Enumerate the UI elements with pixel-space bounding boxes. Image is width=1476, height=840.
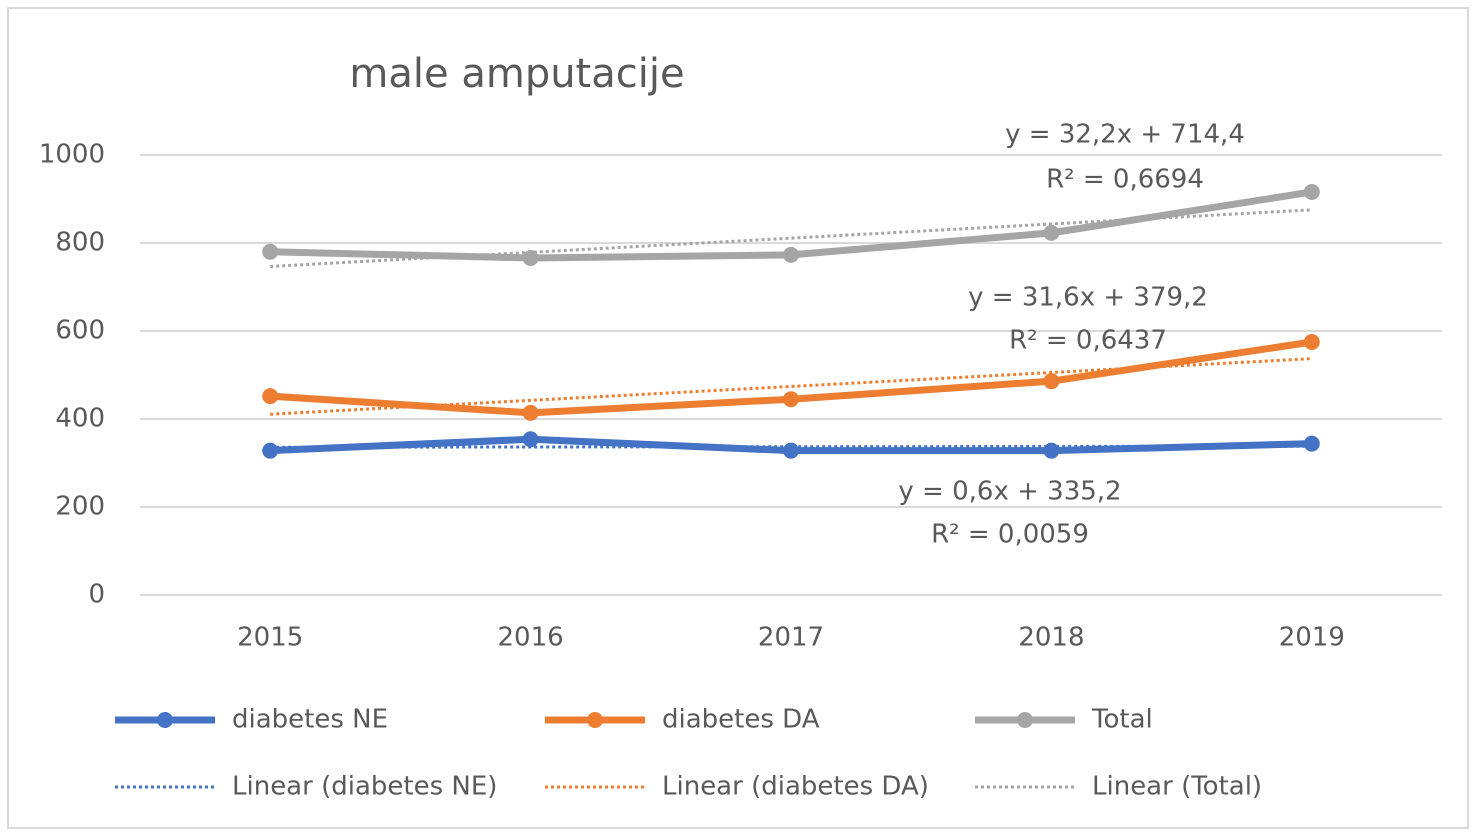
point — [1043, 373, 1060, 390]
legend-label: Linear (Total) — [1092, 772, 1262, 802]
y-tick-label: 600 — [55, 316, 105, 346]
point — [262, 442, 279, 459]
point — [1303, 183, 1320, 200]
point — [1303, 435, 1320, 452]
x-tick-label: 2015 — [237, 623, 303, 653]
point — [1043, 442, 1060, 459]
annotation: R² = 0,6437 — [1009, 326, 1167, 356]
y-tick-label: 400 — [55, 404, 105, 434]
annotation: y = 31,6x + 379,2 — [968, 283, 1208, 313]
point — [783, 391, 799, 408]
legend-label: Total — [1091, 705, 1153, 735]
annotation: y = 0,6x + 335,2 — [898, 477, 1121, 507]
y-tick-label: 800 — [55, 228, 105, 258]
annotation: R² = 0,0059 — [931, 520, 1089, 550]
point — [262, 388, 279, 405]
annotation: y = 32,2x + 714,4 — [1005, 120, 1245, 150]
legend-label: diabetes NE — [232, 705, 388, 735]
chart-title: male amputacije — [349, 51, 684, 97]
legend-label: Linear (diabetes NE) — [232, 772, 497, 802]
legend-marker — [1017, 712, 1033, 728]
legend-label: Linear (diabetes DA) — [662, 772, 929, 802]
y-tick-label: 1000 — [39, 140, 105, 170]
legend-label: diabetes DA — [662, 705, 820, 735]
legend-marker — [157, 712, 173, 728]
point — [262, 243, 279, 260]
point — [783, 442, 799, 459]
point — [522, 249, 539, 266]
y-tick-label: 0 — [88, 580, 105, 610]
point — [1043, 224, 1060, 241]
point — [1303, 334, 1320, 350]
x-tick-label: 2017 — [758, 623, 824, 653]
x-tick-label: 2019 — [1279, 623, 1345, 653]
point — [522, 431, 539, 448]
x-tick-label: 2016 — [498, 623, 564, 653]
legend-marker — [587, 712, 603, 728]
y-tick-label: 200 — [55, 492, 105, 522]
point — [783, 246, 799, 263]
x-tick-label: 2018 — [1018, 623, 1084, 653]
annotation: R² = 0,6694 — [1046, 165, 1204, 195]
point — [522, 404, 539, 421]
